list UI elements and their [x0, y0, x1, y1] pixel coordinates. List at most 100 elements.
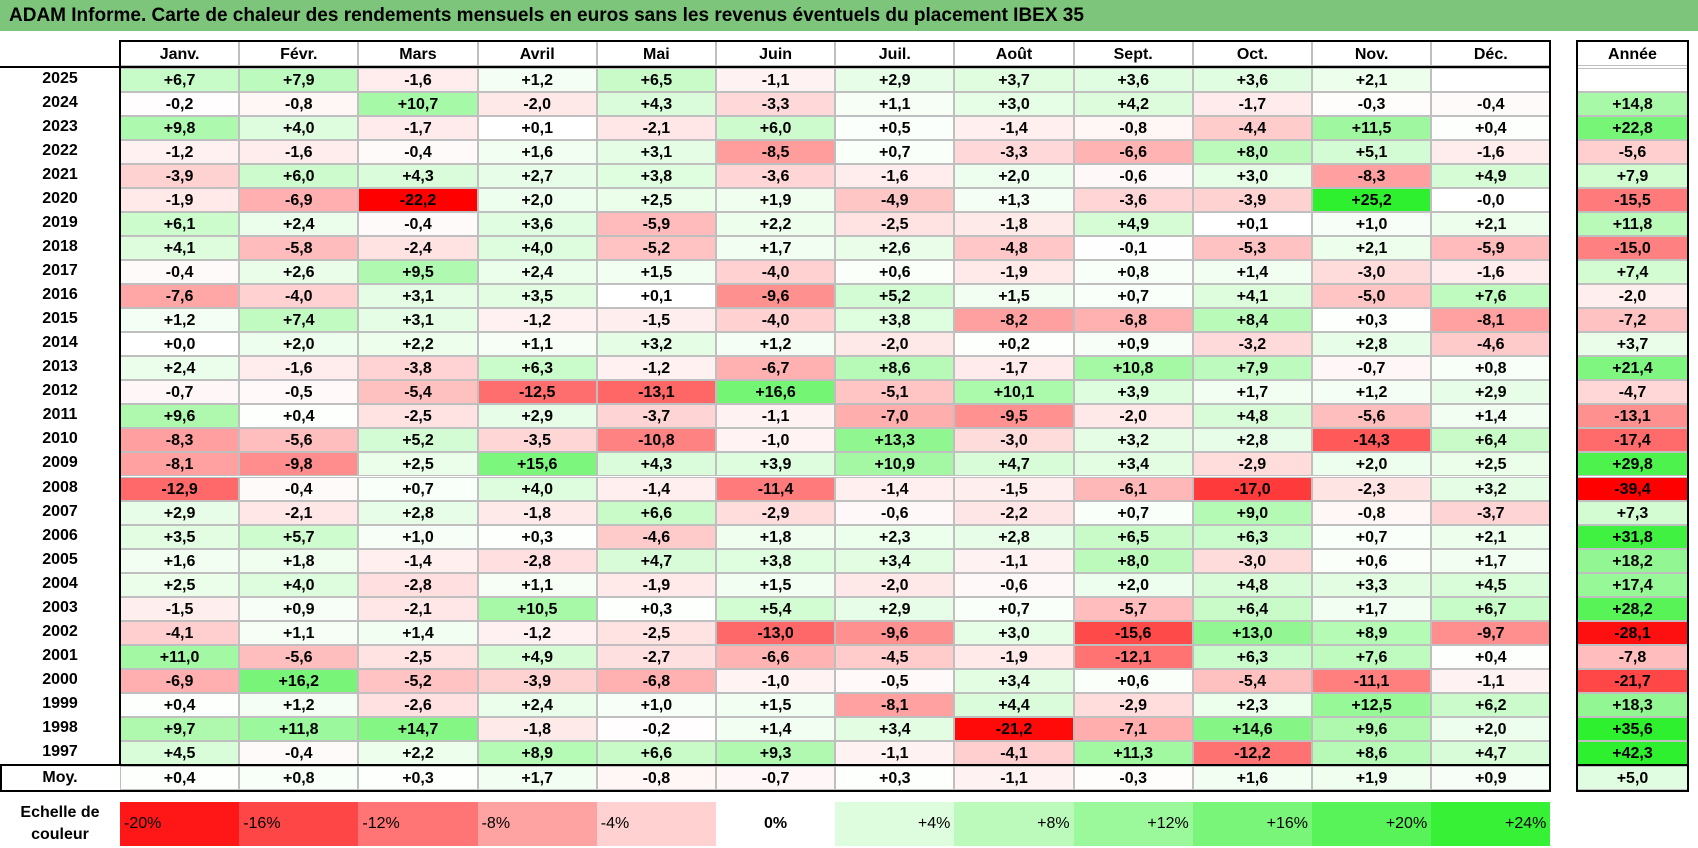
heatmap-cell: -6,1	[1073, 476, 1193, 501]
heatmap-cell: +3,9	[716, 452, 836, 477]
heatmap-cell: -7,6	[120, 284, 240, 309]
annual-cell: -15,5	[1577, 188, 1688, 213]
heatmap-cell: -17,0	[1192, 476, 1312, 501]
color-scale-swatch: -8%	[477, 802, 597, 846]
color-scale-swatch: +12%	[1073, 802, 1193, 846]
heatmap-cell: -3,9	[1192, 188, 1312, 213]
heatmap-cell: -2,7	[596, 644, 716, 669]
heatmap-cell: -1,7	[1192, 92, 1312, 117]
heatmap-cell: +6,3	[1192, 644, 1312, 669]
heatmap-cell: -2,6	[358, 692, 478, 717]
heatmap-cell: -0,4	[239, 476, 359, 501]
heatmap-cell: -1,4	[596, 476, 716, 501]
heatmap-cell: +4,7	[1431, 740, 1551, 765]
average-cell: +0,3	[835, 766, 955, 790]
heatmap-cell: +3,9	[1073, 380, 1193, 405]
heatmap-cell: -1,7	[358, 116, 478, 141]
heatmap-cell: -0,2	[596, 716, 716, 741]
heatmap-cell: +0,5	[835, 116, 955, 141]
heatmap-cell: -9,7	[1431, 620, 1551, 645]
heatmap-cell: +1,5	[716, 692, 836, 717]
heatmap-cell: +2,0	[1073, 572, 1193, 597]
heatmap-cell: +0,4	[239, 404, 359, 429]
heatmap-cell: +1,4	[716, 716, 836, 741]
color-scale-swatch: +20%	[1312, 802, 1432, 846]
heatmap-cell: +11,3	[1073, 740, 1193, 765]
heatmap-cell: -1,1	[835, 740, 955, 765]
column-header: Déc.	[1431, 41, 1551, 66]
heatmap-cell: +15,6	[477, 452, 597, 477]
heatmap-cell: -5,8	[239, 236, 359, 261]
heatmap-cell: -0,6	[835, 500, 955, 525]
column-header: Nov.	[1312, 41, 1432, 66]
heatmap-cell: +2,8	[1192, 428, 1312, 453]
heatmap-cell: -0,1	[1073, 236, 1193, 261]
heatmap-cell: +0,7	[1073, 500, 1193, 525]
heatmap-cell: +3,6	[1192, 68, 1312, 93]
heatmap-cell: +10,9	[835, 452, 955, 477]
heatmap-cell: -5,2	[358, 668, 478, 693]
heatmap-cell: +3,8	[835, 308, 955, 333]
average-cell: +1,9	[1312, 766, 1432, 790]
annual-cell: -17,4	[1577, 428, 1688, 453]
heatmap-cell: -2,9	[1073, 692, 1193, 717]
year-label: 2008	[0, 476, 120, 501]
heatmap-cell: +1,5	[596, 260, 716, 285]
heatmap-cell: +1,3	[954, 188, 1074, 213]
heatmap-cell: +14,6	[1192, 716, 1312, 741]
heatmap-cell: +3,8	[716, 548, 836, 573]
annual-cell: +29,8	[1577, 452, 1688, 477]
heatmap-cell: -1,2	[477, 308, 597, 333]
color-scale-swatch: +24%	[1431, 802, 1551, 846]
heatmap-cell: +6,0	[716, 116, 836, 141]
annual-cell: +3,7	[1577, 332, 1688, 357]
heatmap-cell: +0,7	[835, 140, 955, 165]
heatmap-cell: -3,0	[954, 428, 1074, 453]
heatmap-cell: +6,2	[1431, 692, 1551, 717]
heatmap-cell: -5,0	[1312, 284, 1432, 309]
average-cell: -0,3	[1073, 766, 1193, 790]
heatmap-cell: -1,2	[596, 356, 716, 381]
heatmap-cell: -21,2	[954, 716, 1074, 741]
heatmap-cell: +2,4	[239, 212, 359, 237]
heatmap-cell: +5,1	[1312, 140, 1432, 165]
heatmap-cell: +3,6	[1073, 68, 1193, 93]
heatmap-cell: +0,4	[120, 692, 240, 717]
heatmap-cell: +9,7	[120, 716, 240, 741]
year-label: 2013	[0, 356, 120, 381]
heatmap-cell: -3,8	[358, 356, 478, 381]
heatmap-cell: +2,4	[477, 692, 597, 717]
heatmap-cell: +1,2	[239, 692, 359, 717]
average-cell: +1,7	[477, 766, 597, 790]
heatmap-cell: -0,5	[835, 668, 955, 693]
year-label: 2025	[0, 68, 120, 93]
heatmap-cell: -1,6	[239, 140, 359, 165]
heatmap-cell: -4,6	[1431, 332, 1551, 357]
heatmap-cell: +2,4	[120, 356, 240, 381]
heatmap-cell: +4,7	[954, 452, 1074, 477]
heatmap-cell: -6,9	[239, 188, 359, 213]
heatmap-cell: +0,2	[954, 332, 1074, 357]
heatmap-cell: -3,0	[1192, 548, 1312, 573]
heatmap-cell: -0,2	[120, 92, 240, 117]
annual-cell: +7,4	[1577, 260, 1688, 285]
heatmap-cell: +9,8	[120, 116, 240, 141]
heatmap-cell: -6,9	[120, 668, 240, 693]
heatmap-cell: +8,9	[1312, 620, 1432, 645]
heatmap-cell: -4,5	[835, 644, 955, 669]
heatmap-cell: +0,3	[477, 524, 597, 549]
heatmap-cell: -3,6	[716, 164, 836, 189]
heatmap-cell: +7,9	[1192, 356, 1312, 381]
heatmap-cell: -2,1	[596, 116, 716, 141]
year-label: 2000	[0, 668, 120, 693]
heatmap-cell: +4,7	[596, 548, 716, 573]
heatmap-cell: +1,4	[1431, 404, 1551, 429]
color-scale-swatch: +4%	[835, 802, 955, 846]
heatmap-cell: -1,4	[835, 476, 955, 501]
heatmap-cell: -1,1	[954, 548, 1074, 573]
heatmap-cell: +0,7	[954, 596, 1074, 621]
average-label: Moy.	[0, 766, 120, 790]
heatmap-cell: +0,7	[1312, 524, 1432, 549]
heatmap-cell: -8,1	[120, 452, 240, 477]
heatmap-cell: -1,5	[596, 308, 716, 333]
